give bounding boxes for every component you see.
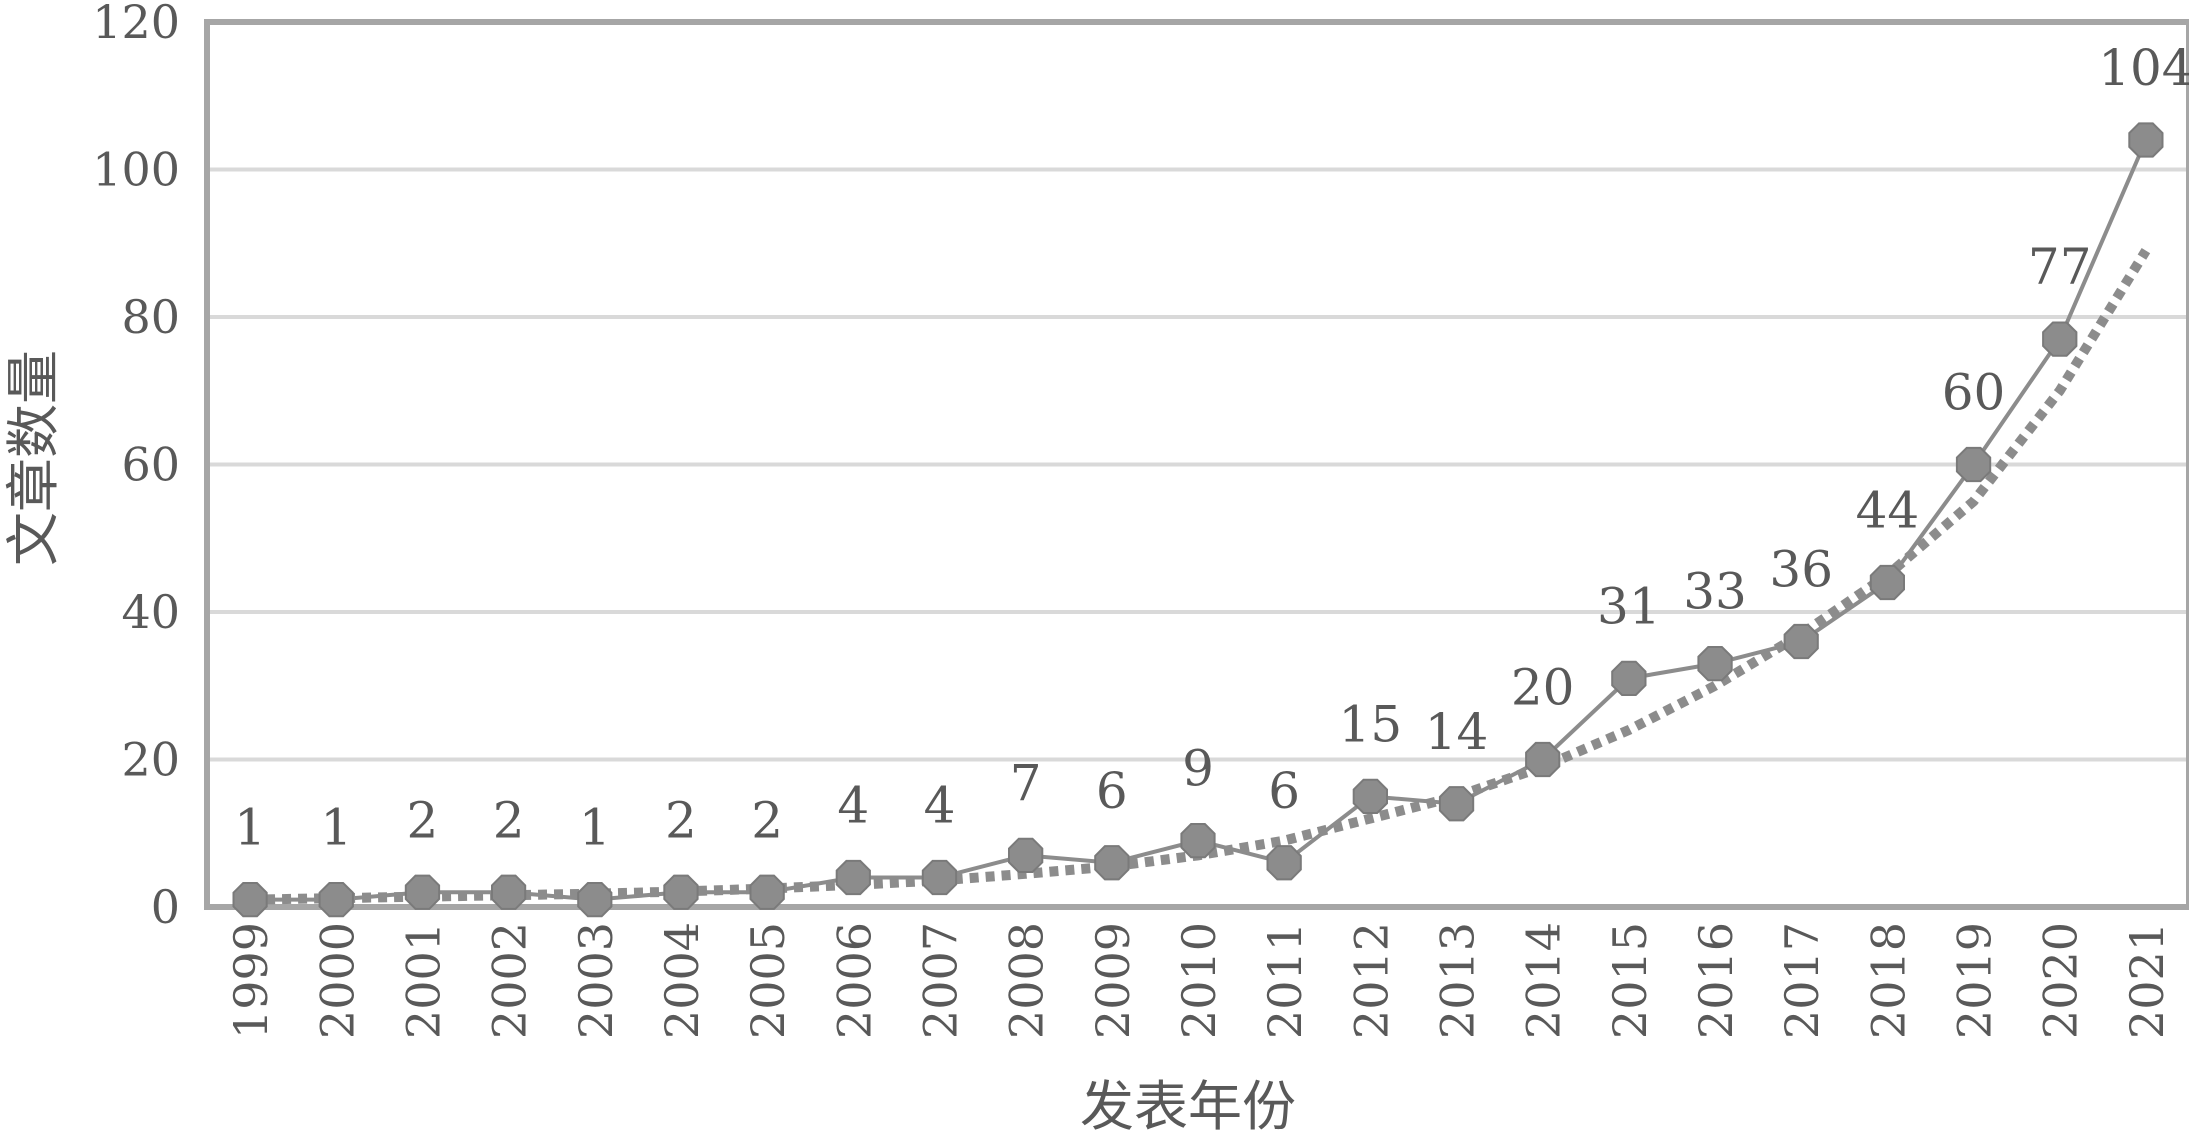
y-tick-label: 40	[121, 585, 180, 639]
y-tick-label: 20	[121, 733, 180, 787]
trendline	[250, 248, 2151, 905]
data-label: 33	[1683, 563, 1747, 621]
x-tick-label: 2016	[1689, 922, 1743, 1039]
data-point	[491, 874, 527, 910]
data-label: 1	[320, 799, 352, 857]
data-point	[1955, 446, 1992, 483]
data-label: 2	[751, 791, 783, 849]
plot-area-border	[204, 19, 2189, 910]
main-series	[232, 122, 2164, 918]
x-tick-label: 2004	[655, 922, 709, 1039]
y-tick-label: 60	[121, 438, 180, 492]
y-tick-label: 120	[92, 0, 180, 49]
data-label: 4	[924, 777, 956, 835]
data-label: 2	[407, 791, 439, 849]
data-label: 31	[1597, 577, 1661, 635]
y-tick-label: 80	[121, 290, 180, 344]
data-label: 7	[1010, 754, 1042, 812]
data-point	[577, 882, 613, 918]
x-axis-ticks: 1999 2000 2001 2002 2003 2004 2005 2006 2007 2008…	[224, 922, 2174, 1039]
data-label: 77	[2028, 238, 2092, 296]
trend-series	[250, 248, 2151, 905]
data-point	[1438, 786, 1475, 822]
x-tick-label: 2001	[396, 922, 450, 1039]
data-point	[1180, 823, 1216, 859]
data-label: 4	[837, 777, 869, 835]
x-tick-label: 2021	[2120, 922, 2174, 1039]
x-tick-label: 2020	[2034, 922, 2088, 1039]
data-label: 104	[2098, 39, 2189, 97]
data-point	[1352, 778, 1388, 814]
x-tick-label: 2017	[1775, 922, 1829, 1039]
data-point	[232, 882, 268, 918]
data-label: 2	[493, 791, 525, 849]
data-label: 2	[665, 791, 697, 849]
y-axis-ticks: 0 20 40 60 80 100 120	[92, 0, 180, 934]
x-tick-label: 2003	[569, 922, 623, 1039]
x-tick-label: 2014	[1517, 922, 1571, 1039]
x-tick-label: 2008	[1000, 922, 1054, 1039]
data-label: 36	[1769, 541, 1833, 599]
x-tick-label: 2018	[1861, 922, 1915, 1039]
data-point	[1697, 646, 1733, 682]
data-point	[921, 859, 958, 896]
x-tick-label: 2002	[483, 922, 537, 1039]
x-tick-label: 2013	[1431, 922, 1485, 1039]
x-tick-label: 1999	[224, 922, 278, 1039]
x-tick-label: 2009	[1086, 922, 1140, 1039]
data-label: 15	[1339, 695, 1403, 753]
data-label: 14	[1425, 703, 1489, 761]
x-tick-label: 2012	[1344, 922, 1398, 1039]
x-tick-label: 2006	[827, 922, 881, 1039]
data-point	[318, 882, 354, 918]
data-point	[2042, 321, 2078, 357]
data-point	[1094, 845, 1130, 881]
x-tick-label: 2005	[741, 922, 795, 1039]
data-label: 6	[1096, 762, 1128, 820]
y-tick-label: 0	[151, 880, 180, 934]
y-axis-title: 文章数量	[2, 350, 65, 566]
data-point	[835, 859, 871, 896]
data-point	[749, 874, 785, 910]
x-tick-label: 2011	[1258, 922, 1312, 1039]
grid-lines	[207, 167, 2189, 762]
data-label: 60	[1942, 364, 2006, 422]
data-point	[1008, 837, 1044, 873]
data-point	[404, 874, 441, 910]
data-label: 20	[1511, 659, 1575, 717]
data-label: 1	[234, 799, 266, 857]
x-tick-label: 2007	[913, 922, 967, 1039]
data-point	[1869, 564, 1905, 601]
data-label: 1	[579, 799, 611, 857]
data-point	[1783, 623, 1819, 660]
x-axis-title: 发表年份	[1080, 1075, 1296, 1138]
y-tick-label: 100	[92, 143, 180, 197]
data-label: 9	[1182, 740, 1214, 798]
data-point	[2128, 122, 2164, 158]
data-point	[1266, 845, 1302, 881]
data-label: 6	[1268, 762, 1300, 820]
x-tick-label: 2015	[1603, 922, 1657, 1039]
data-point	[1525, 741, 1561, 778]
x-tick-label: 2010	[1172, 922, 1226, 1039]
data-point	[1611, 660, 1647, 696]
data-point	[663, 874, 699, 910]
x-tick-label: 2000	[310, 922, 364, 1039]
data-label: 44	[1856, 482, 1920, 540]
x-tick-label: 2019	[1948, 922, 2002, 1039]
